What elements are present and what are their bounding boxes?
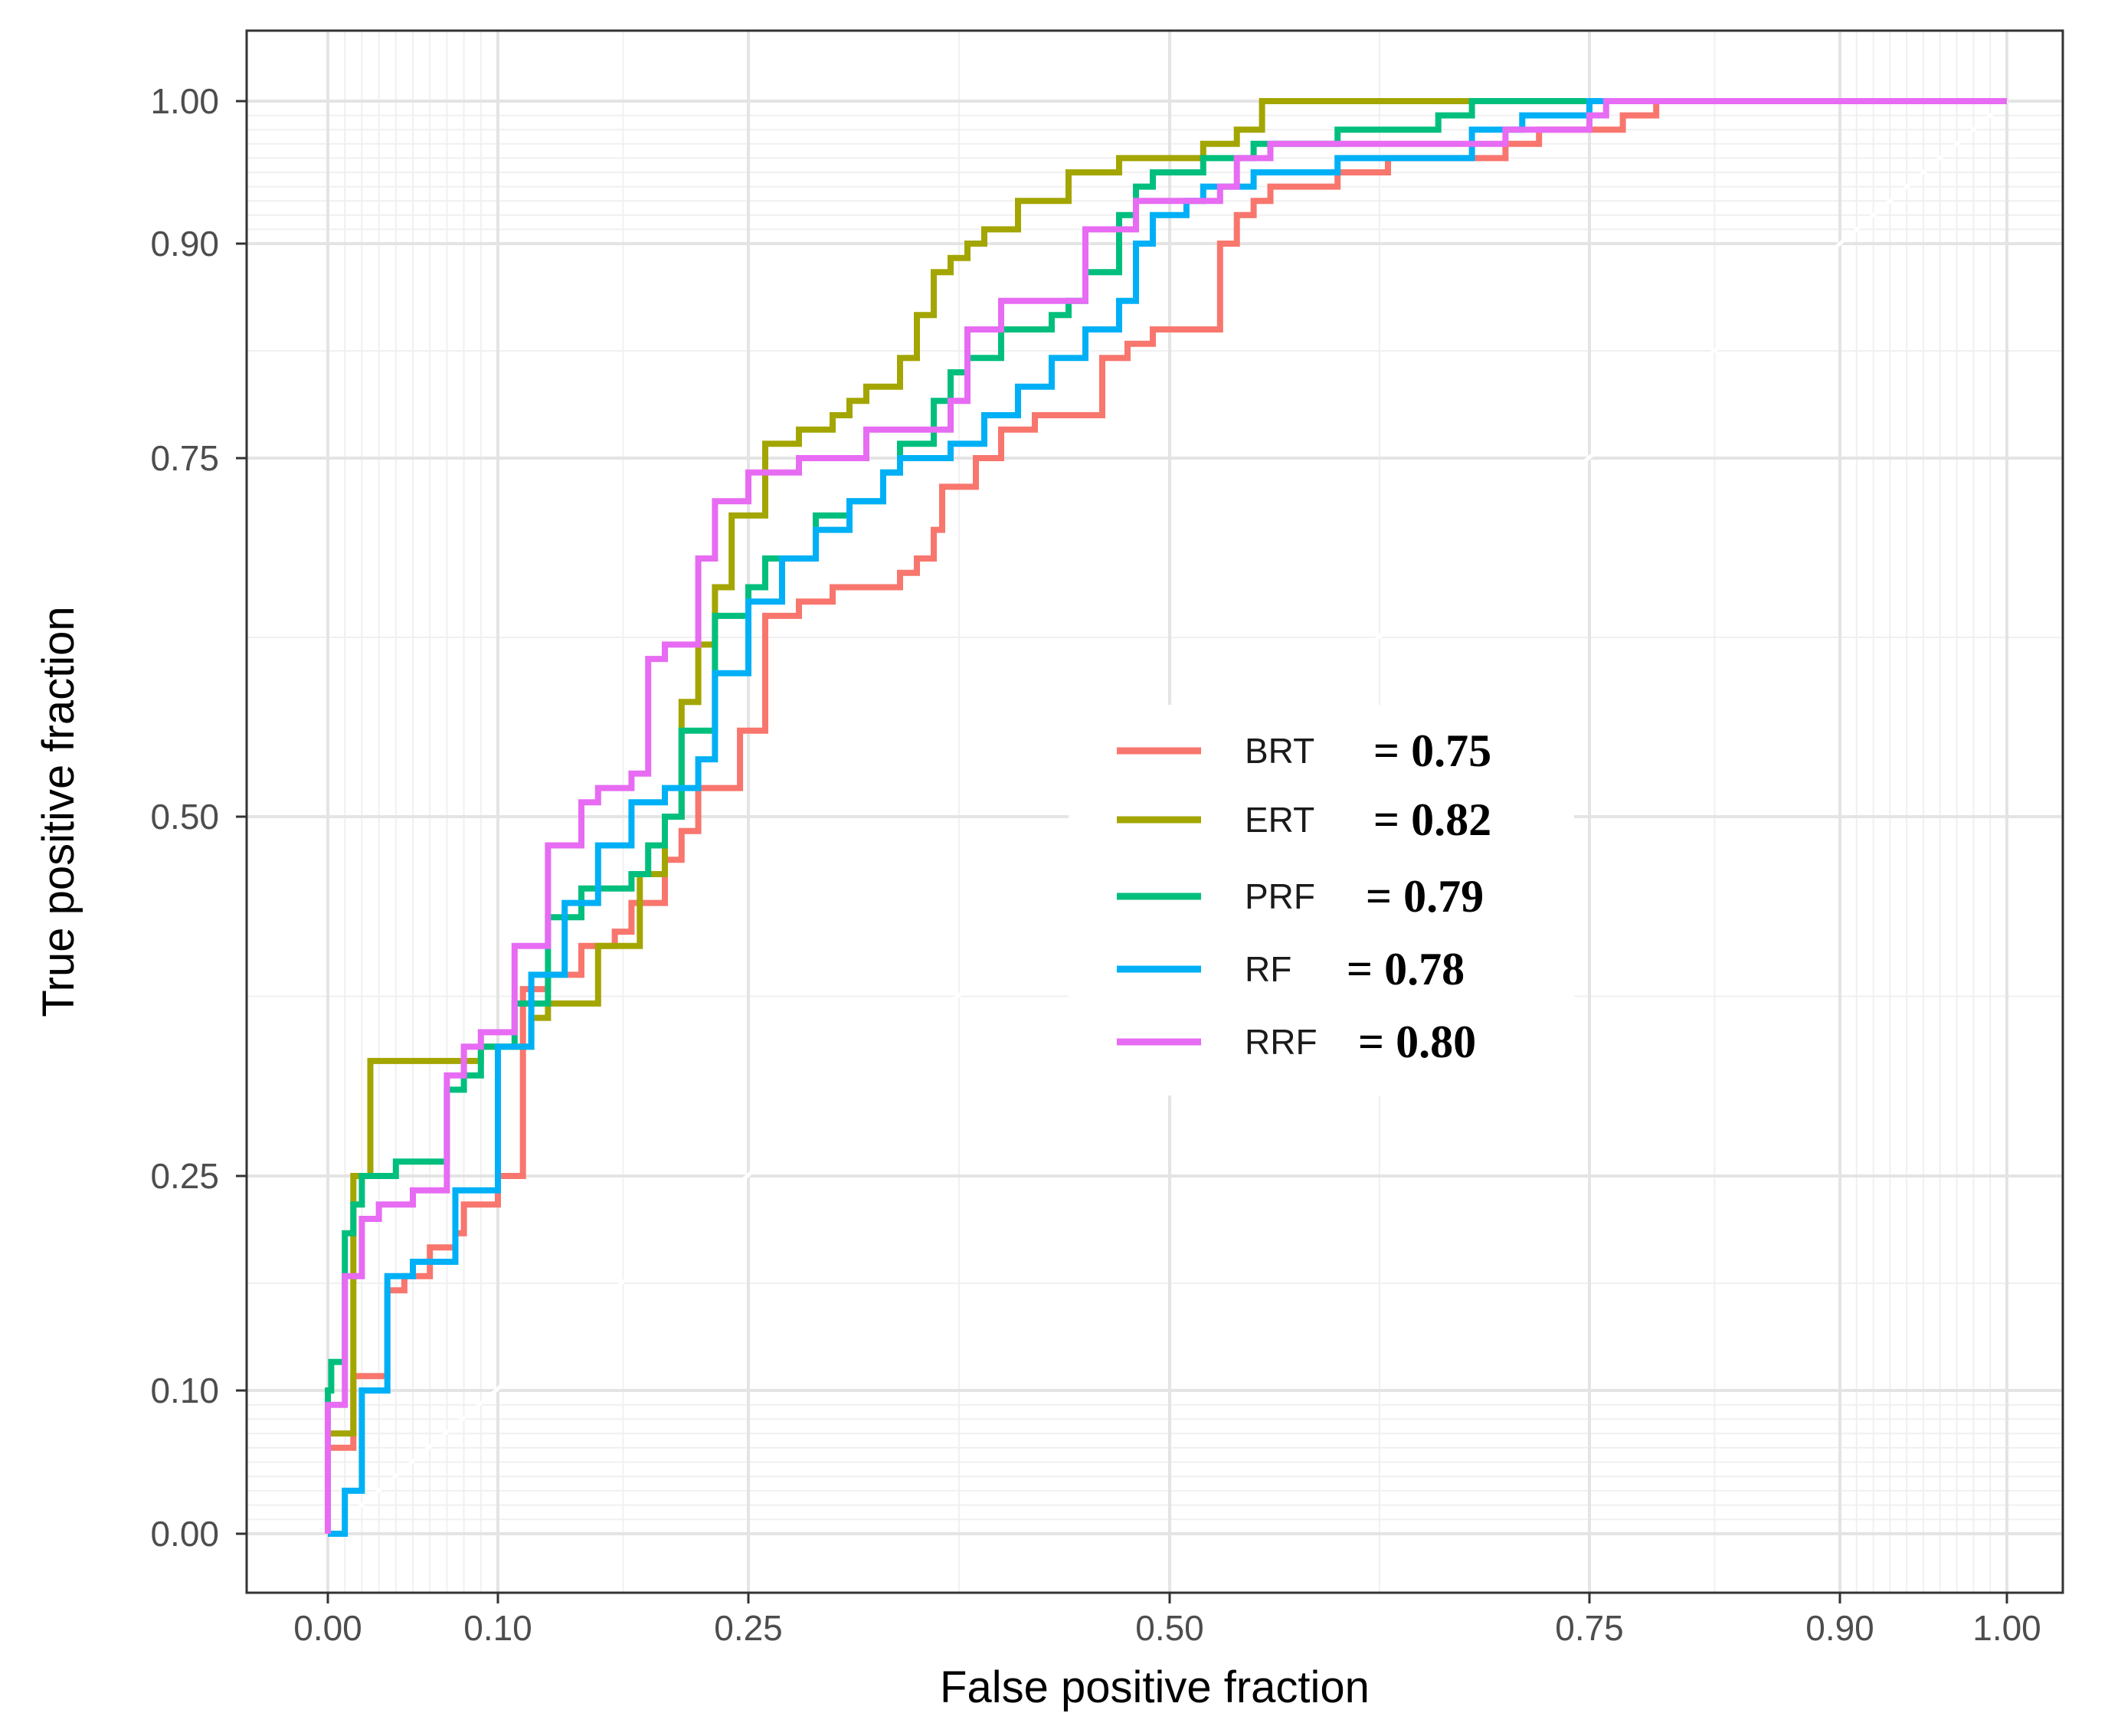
x-tick-label: 0.50 xyxy=(1135,1608,1204,1648)
legend-auc-brt: = 0.75 xyxy=(1373,726,1491,776)
y-tick-label: 0.25 xyxy=(150,1156,219,1196)
y-tick-label: 0.90 xyxy=(150,224,219,264)
roc-curves xyxy=(325,98,2007,1537)
series-line-rf xyxy=(328,98,2007,1537)
x-tick-label: 0.25 xyxy=(714,1608,783,1648)
x-axis-title: False positive fraction xyxy=(940,1662,1370,1712)
y-axis-title: True positive fraction xyxy=(34,606,83,1017)
legend-label-prf: PRF xyxy=(1245,876,1315,916)
y-tick-label: 0.75 xyxy=(150,438,219,478)
legend-auc-prf: = 0.79 xyxy=(1366,871,1484,922)
series-line-rrf xyxy=(325,98,2007,1534)
legend-label-ert: ERT xyxy=(1245,800,1314,840)
legend-label-rf: RF xyxy=(1245,949,1291,989)
x-tick-label: 0.00 xyxy=(293,1608,362,1648)
plot-panel xyxy=(245,29,2064,1594)
x-tick-label: 0.90 xyxy=(1805,1608,1874,1648)
legend-label-rrf: RRF xyxy=(1245,1022,1318,1062)
legend-auc-ert: = 0.82 xyxy=(1373,794,1491,845)
y-tick-label: 1.00 xyxy=(150,81,219,121)
legend-auc-rf: = 0.78 xyxy=(1347,944,1465,994)
legend-label-brt: BRT xyxy=(1245,731,1314,771)
y-axis-ticks: 0.00 0.10 0.25 0.50 0.75 0.90 1.00 xyxy=(150,81,247,1554)
y-tick-label: 0.10 xyxy=(150,1371,219,1410)
legend-background xyxy=(1069,705,1574,1096)
y-tick-label: 0.50 xyxy=(150,797,219,837)
x-tick-label: 0.10 xyxy=(463,1608,532,1648)
x-tick-label: 1.00 xyxy=(1972,1608,2041,1648)
x-tick-label: 0.75 xyxy=(1555,1608,1624,1648)
y-tick-label: 0.00 xyxy=(150,1514,219,1554)
series-line-brt xyxy=(325,98,2007,1534)
series-line-ert xyxy=(325,98,2007,1534)
legend-auc-rrf: = 0.80 xyxy=(1358,1017,1476,1067)
grid-lines xyxy=(247,31,2063,1593)
legend: BRT = 0.75 ERT = 0.82 PRF = 0.79 RF = 0.78 RRF = … xyxy=(1069,705,1574,1096)
x-axis-ticks: 0.00 0.10 0.25 0.50 0.75 0.90 1.00 xyxy=(293,1593,2041,1648)
plot-panel-border xyxy=(245,29,2064,1594)
